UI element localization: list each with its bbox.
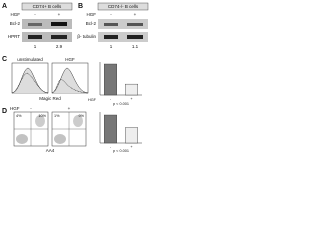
lane: + [58,12,61,17]
stat: p < 0.001 [113,102,129,106]
blot [22,32,72,42]
dot-cloud [73,115,83,127]
bar [124,83,138,96]
band [127,35,143,39]
quadrant-value: 9% [79,114,85,118]
lane: + [134,12,137,17]
ratio: 1 [34,44,37,49]
band [104,35,118,39]
header-box [97,2,149,11]
band [51,35,67,39]
plot-title: + [68,106,71,111]
treatment: HGF [10,106,20,111]
bar-category: + [130,145,133,149]
band [28,35,42,39]
row-label: HPRT [8,34,20,39]
ratio: 2.9 [56,44,63,49]
row-label: Bcl-2 [10,21,21,26]
quadrant-value: 10% [38,114,46,118]
panel-label: B [78,3,83,10]
row-label: β- tubulin [77,34,96,39]
histogram-title: unstimulated [17,57,43,62]
treatment: HGF [11,12,21,17]
band [104,23,118,26]
ratio: 1.1 [132,44,139,49]
histogram-title: HGF [65,57,75,62]
bar-category: + [130,97,133,101]
axis-label: Magic Red [39,96,61,101]
blot [22,19,72,29]
blot [98,19,148,29]
bar-category: - [110,145,112,149]
stat: p < 0.001 [113,149,129,153]
bar [103,114,117,144]
panel-label: D [2,108,7,115]
lane: - [110,12,112,17]
quadrant-value: 1% [54,114,60,118]
dot-cloud [54,134,66,144]
dot-cloud [35,115,45,127]
bar-category: - [110,97,112,101]
row-label: Bcl-2 [86,21,97,26]
band [28,23,42,26]
cell-type: CD74+ B cells [33,4,62,9]
treatment: HGF [87,12,97,17]
panel-label: A [2,3,7,10]
band [127,23,143,26]
dot-cloud [16,134,28,144]
axis-label: AA4 [46,148,55,153]
header-box [21,2,73,11]
blot [98,32,148,42]
page: A CD74+ B cells HGF - + Bcl-2 HPRT 1 2.9… [2,2,149,154]
histogram-curve [11,67,49,94]
panel-label: C [2,56,7,63]
figure: A CD74+ B cells HGF - + Bcl-2 HPRT 1 2.9… [2,2,149,153]
histogram-curve [51,78,89,94]
bar [124,127,138,144]
histogram-curve [51,67,89,94]
bar [103,63,117,96]
treatment: HGF [88,98,97,102]
band [51,22,67,26]
ratio: 1 [110,44,113,49]
plot-title: - [30,106,32,111]
quadrant-value: 4% [16,114,22,118]
lane: - [34,12,36,17]
histogram-curve [11,72,49,94]
cell-type: CD74-/- B cells [108,4,139,9]
